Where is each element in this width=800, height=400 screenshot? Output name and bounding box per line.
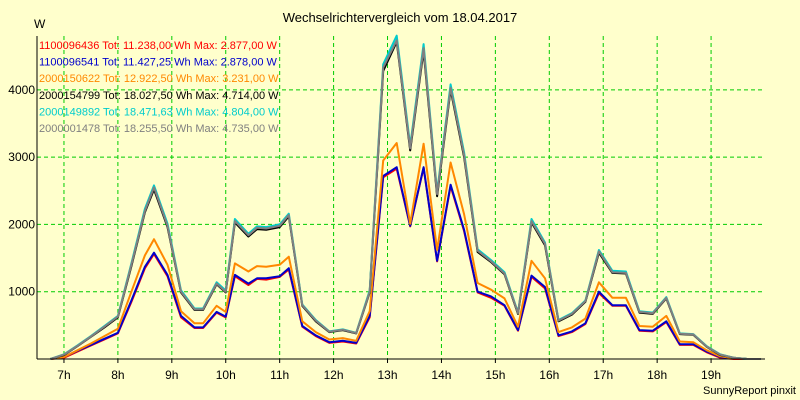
chart-title: Wechselrichtervergleich vom 18.04.2017 xyxy=(283,10,518,25)
footer-credit: SunnyReport pinxit xyxy=(703,385,796,397)
series-layer xyxy=(50,34,761,360)
x-tick-label-1: 8h xyxy=(111,368,124,382)
legend-entry-4: 2000149892 Tot: 18.471,63 Wh Max: 4.804,… xyxy=(39,106,279,118)
x-tick-label-10: 17h xyxy=(593,368,613,382)
legend-entry-2: 2000150622 Tot: 12.922,50 Wh Max: 3.231,… xyxy=(39,73,279,85)
y-tick-label-1: 2000 xyxy=(8,217,35,231)
x-tick-label-12: 19h xyxy=(701,368,721,382)
x-tick-label-8: 15h xyxy=(485,368,505,382)
x-tick-label-3: 10h xyxy=(216,368,236,382)
y-tick-label-0: 1000 xyxy=(8,285,35,299)
y-axis-label: W xyxy=(34,17,46,31)
x-tick-label-5: 12h xyxy=(324,368,344,382)
series-line-5 xyxy=(50,39,761,360)
x-tick-label-11: 18h xyxy=(647,368,667,382)
x-tick-label-6: 13h xyxy=(378,368,398,382)
grid-lines xyxy=(37,36,765,359)
legend-entry-0: 1100096436 Tot: 11.238,00 Wh Max: 2.877,… xyxy=(39,40,278,52)
x-tick-label-2: 9h xyxy=(165,368,178,382)
legend-entry-1: 1100096541 Tot: 11.427,25 Wh Max: 2.878,… xyxy=(39,57,278,69)
legend-entry-5: 2000001478 Tot: 18.255,50 Wh Max: 4.735,… xyxy=(39,123,279,135)
x-tick-label-9: 16h xyxy=(539,368,559,382)
y-tick-labels: 1000 2000 3000 4000 xyxy=(8,83,35,299)
legend: 1100096436 Tot: 11.238,00 Wh Max: 2.877,… xyxy=(39,40,279,135)
axes xyxy=(36,36,765,363)
x-tick-label-7: 14h xyxy=(431,368,451,382)
x-tick-label-4: 11h xyxy=(270,368,289,382)
y-tick-label-3: 4000 xyxy=(8,83,35,97)
series-line-2 xyxy=(50,142,761,360)
y-tick-label-2: 3000 xyxy=(8,150,35,164)
x-tick-label-0: 7h xyxy=(57,368,70,382)
legend-entry-3: 2000154799 Tot: 18.027,50 Wh Max: 4.714,… xyxy=(39,90,279,102)
x-tick-labels: 7h 8h 9h 10h 11h 12h 13h 14h 15h 16h 17h 18h 19h xyxy=(57,368,721,382)
series-line-1 xyxy=(50,166,761,360)
